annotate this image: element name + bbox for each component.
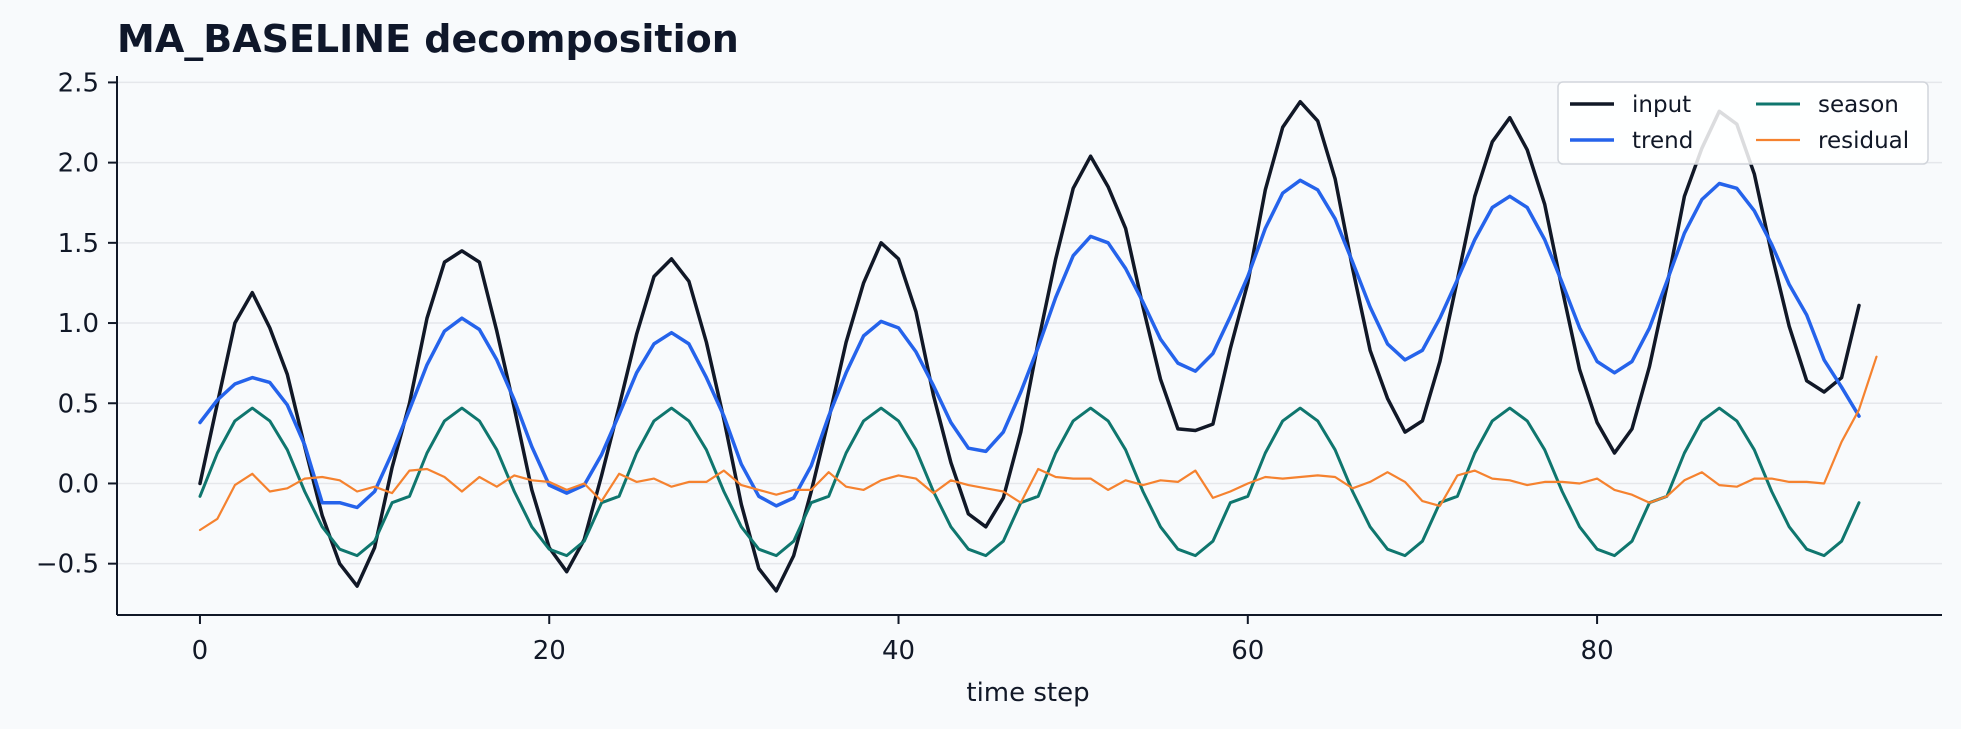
y-tick-label: 2.5 [58,68,99,98]
y-tick-label: 1.0 [58,309,99,339]
legend-label-trend: trend [1632,128,1693,154]
x-tick-label: 20 [533,636,566,666]
legend-label-season: season [1818,92,1899,118]
series-lines [198,99,1878,593]
legend-box [1557,81,1929,165]
x-axis-label: time step [966,678,1089,708]
y-tick-label: 0.5 [58,389,99,419]
legend: input trend season residual [1557,81,1929,165]
y-tick-label: 2.0 [58,149,99,179]
tick-labels: −0.5 0.0 0.5 1.0 1.5 2.0 2.5 0 20 40 60 80 [36,68,1614,666]
x-tick-label: 40 [882,636,915,666]
legend-label-residual: residual [1818,128,1909,154]
chart-title: MA_BASELINE decomposition [117,17,739,61]
series-line-trend [198,178,1861,510]
y-tick-label: −0.5 [36,550,99,580]
legend-label-input: input [1632,92,1691,118]
series-line-input [198,99,1861,593]
series-line-season [198,406,1861,558]
grid-lines [117,81,1942,565]
y-tick-label: 1.5 [58,229,99,259]
x-tick-label: 80 [1581,636,1614,666]
y-tick-label: 0.0 [58,469,99,499]
x-tick-label: 60 [1231,636,1264,666]
series-line-residual [198,355,1878,532]
axes [108,76,1942,624]
x-tick-label: 0 [192,636,209,666]
